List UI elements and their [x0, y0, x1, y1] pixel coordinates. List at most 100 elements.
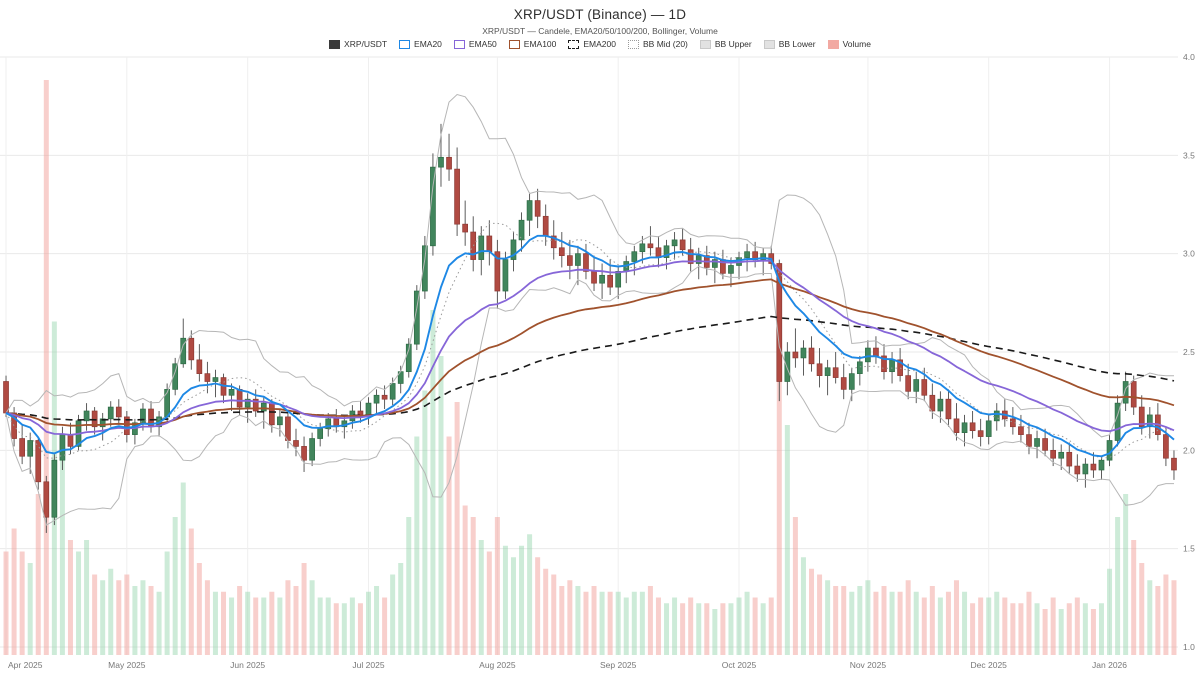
candle-up	[575, 253, 581, 266]
volume-bar	[720, 603, 726, 655]
volume-bar	[1163, 574, 1169, 655]
candle-up	[309, 438, 315, 461]
candle-down	[945, 398, 952, 420]
candle-down	[1066, 451, 1073, 467]
candle-up	[1122, 381, 1129, 404]
volume-bar	[849, 591, 855, 655]
volume-bar	[825, 580, 831, 655]
candle-up	[913, 379, 920, 392]
legend-swatch-icon	[827, 39, 839, 49]
y-tick-label: 4.0	[1183, 52, 1195, 62]
legend-swatch-icon	[568, 39, 580, 49]
legend-swatch-icon	[508, 39, 520, 49]
x-tick-label: Jun 2025	[230, 660, 265, 670]
volume-bar	[1026, 591, 1032, 655]
legend-item-bb-lower: BB Lower	[763, 39, 816, 49]
volume-bar	[672, 597, 678, 655]
x-tick-label: May 2025	[108, 660, 146, 670]
volume-bar	[1123, 494, 1129, 655]
volume-bar	[865, 580, 871, 655]
volume-bar	[647, 586, 653, 655]
volume-bar	[229, 597, 235, 655]
candle-up	[824, 367, 831, 376]
volume-bar	[760, 603, 766, 655]
volume-bar	[623, 597, 629, 655]
candle-down	[534, 200, 541, 217]
volume-bar	[881, 586, 887, 655]
volume-bar	[1002, 597, 1008, 655]
candle-down	[969, 422, 976, 432]
candle-up	[438, 156, 444, 168]
volume-bar	[994, 591, 1000, 655]
volume-bar	[494, 517, 500, 655]
volume-bar	[325, 597, 331, 655]
legend-label: EMA50	[468, 39, 497, 49]
volume-bar	[752, 597, 758, 655]
candle-down	[567, 255, 573, 266]
candle-down	[840, 377, 847, 390]
volume-bar	[744, 591, 750, 655]
volume-bar	[1131, 540, 1137, 655]
candle-up	[518, 219, 525, 241]
candle-up	[373, 394, 380, 404]
volume-bar	[1147, 580, 1153, 655]
candle-up	[728, 265, 734, 274]
candle-down	[67, 434, 74, 447]
candle-down	[196, 359, 203, 374]
volume-bar	[148, 586, 154, 655]
candles-series	[3, 123, 1177, 533]
candle-up	[212, 377, 219, 382]
candle-up	[180, 337, 187, 365]
legend-item-xrp-usdt: XRP/USDT	[329, 39, 387, 49]
volume-bar	[486, 551, 492, 655]
volume-bar	[889, 591, 895, 655]
candle-up	[510, 239, 517, 260]
chart-legend: XRP/USDT EMA20 EMA50 EMA100 EMA200 BB Mid (20…	[0, 39, 1200, 49]
candle-up	[107, 406, 114, 420]
volume-bar	[333, 603, 339, 655]
candle-up	[865, 347, 871, 363]
ema100-line	[5, 278, 1175, 427]
volume-bar	[237, 586, 243, 655]
volume-bar	[406, 517, 412, 655]
volume-bar	[188, 528, 194, 655]
candle-up	[744, 251, 750, 258]
candle-down	[1138, 406, 1145, 428]
volume-bar	[510, 557, 516, 655]
candle-up	[172, 363, 179, 390]
volume-bar	[43, 80, 49, 655]
volume-bar	[1082, 603, 1088, 655]
ema20-line	[5, 234, 1175, 458]
indicator-lines	[5, 93, 1175, 526]
candle-down	[454, 168, 460, 225]
volume-bar	[116, 580, 122, 655]
bb-lower-line	[5, 265, 1174, 526]
volume-bar	[164, 551, 170, 655]
volume-bar	[293, 586, 299, 655]
volume-bar	[986, 597, 992, 655]
candle-up	[405, 343, 412, 373]
volume-bar	[768, 597, 774, 655]
candle-down	[91, 410, 98, 428]
bb-upper-line	[5, 93, 1174, 438]
volume-bar	[655, 597, 661, 655]
volume-bar	[631, 591, 637, 655]
volume-bar	[132, 586, 138, 655]
candle-down	[115, 406, 122, 418]
volume-bar	[680, 603, 686, 655]
volume-series	[3, 80, 1177, 655]
candle-up	[711, 259, 718, 268]
volume-bar	[59, 459, 65, 655]
candle-up	[671, 239, 678, 247]
volume-bar	[285, 580, 291, 655]
volume-bar	[124, 574, 130, 655]
legend-item-bb-upper: BB Upper	[699, 39, 752, 49]
volume-bar	[776, 264, 782, 655]
candle-up	[937, 398, 944, 412]
volume-bar	[1098, 603, 1104, 655]
candle-down	[11, 412, 17, 439]
legend-swatch-icon	[628, 39, 639, 49]
candle-down	[268, 402, 275, 426]
volume-bar	[3, 551, 9, 655]
candle-down	[446, 156, 452, 170]
